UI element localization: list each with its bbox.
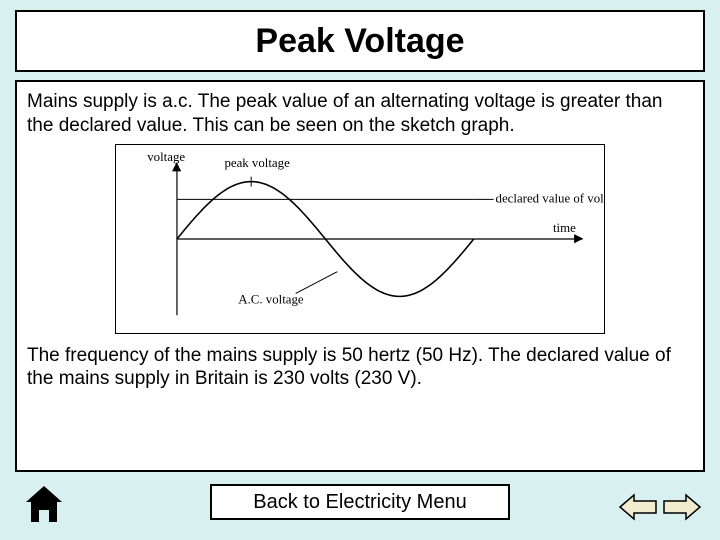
- diagram-container: voltage time peak voltage declared value…: [27, 144, 693, 334]
- page-title: Peak Voltage: [255, 22, 464, 61]
- content-box: Mains supply is a.c. The peak value of a…: [15, 80, 705, 472]
- prev-arrow-button[interactable]: [618, 492, 658, 522]
- paragraph-2: The frequency of the mains supply is 50 …: [27, 344, 693, 392]
- ac-label: A.C. voltage: [238, 292, 304, 306]
- next-arrow-button[interactable]: [662, 492, 702, 522]
- back-to-menu-button[interactable]: Back to Electricity Menu: [210, 484, 510, 520]
- home-button[interactable]: [22, 482, 66, 526]
- back-button-label: Back to Electricity Menu: [253, 491, 466, 514]
- declared-label: declared value of voltage: [496, 191, 605, 205]
- nav-arrows: [618, 492, 702, 522]
- paragraph-1: Mains supply is a.c. The peak value of a…: [27, 90, 693, 138]
- peak-label: peak voltage: [224, 155, 290, 169]
- title-box: Peak Voltage: [15, 10, 705, 72]
- y-axis-label: voltage: [147, 149, 185, 163]
- sine-wave-diagram: voltage time peak voltage declared value…: [115, 144, 605, 334]
- x-axis-label: time: [553, 221, 576, 235]
